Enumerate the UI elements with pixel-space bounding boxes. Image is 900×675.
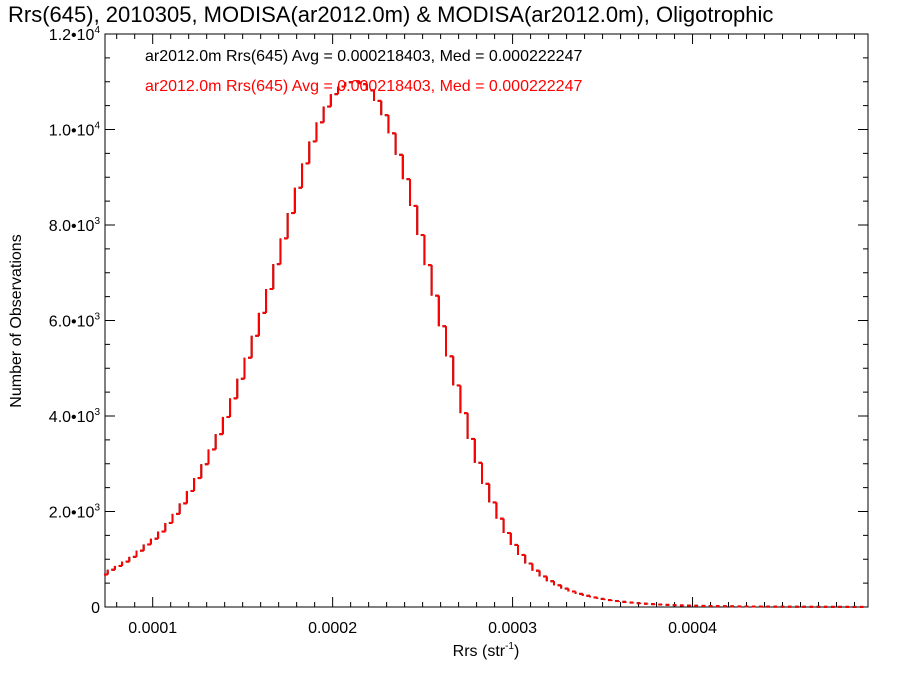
y-tick-label-exponent: 3 [94, 312, 100, 323]
y-tick-label: 6.0•103 [49, 312, 101, 331]
y-axis: 02.0•1034.0•1036.0•1038.0•1031.0•1041.2•… [49, 25, 868, 617]
x-tick-label: 0.0002 [308, 620, 357, 637]
y-tick-label: 8.0•103 [49, 216, 101, 235]
y-tick-label: 1.2•104 [49, 25, 101, 44]
y-tick-label-exponent: 4 [94, 25, 100, 36]
y-tick-label: 1.0•104 [49, 121, 101, 140]
y-tick-label-mantissa: 4.0•10 [49, 409, 95, 426]
chart-title: Rrs(645), 2010305, MODISA(ar2012.0m) & M… [8, 2, 773, 27]
x-axis-title-close: ) [514, 643, 519, 660]
annotation-black: ar2012.0m Rrs(645) Avg = 0.000218403, Me… [145, 48, 582, 65]
series-group [104, 80, 864, 608]
y-tick-label: 0 [91, 600, 100, 617]
x-axis: 0.0001 0.0002 0.0003 0.0004 [116, 34, 856, 637]
x-tick-label: 0.0003 [488, 620, 537, 637]
y-tick-label-mantissa: 8.0•10 [49, 218, 95, 235]
y-tick-label-mantissa: 6.0•10 [49, 314, 95, 331]
series-0 [104, 80, 864, 608]
x-axis-title-main: Rrs (str [453, 643, 506, 660]
y-tick-label: 2.0•103 [49, 503, 101, 522]
x-axis-title: Rrs (str-1) [453, 641, 520, 660]
y-tick-label-exponent: 4 [94, 121, 100, 132]
plot-frame [104, 33, 869, 608]
y-tick-label: 4.0•103 [49, 407, 101, 426]
y-axis-title: Number of Observations [8, 234, 25, 407]
y-tick-label-mantissa: 2.0•10 [49, 505, 95, 522]
x-axis-title-sup: -1 [505, 641, 514, 652]
y-tick-label-mantissa: 0 [91, 600, 100, 617]
x-tick-label: 0.0001 [128, 620, 177, 637]
y-tick-label-mantissa: 1.0•10 [49, 123, 95, 140]
y-tick-label-exponent: 3 [94, 503, 100, 514]
y-tick-label-exponent: 3 [94, 216, 100, 227]
annotation-red: ar2012.0m Rrs(645) Avg = 0.000218403, Me… [145, 78, 582, 95]
x-tick-label: 0.0004 [668, 620, 717, 637]
series-1 [104, 80, 864, 608]
y-tick-label-mantissa: 1.2•10 [49, 27, 95, 44]
y-tick-label-exponent: 3 [94, 407, 100, 418]
